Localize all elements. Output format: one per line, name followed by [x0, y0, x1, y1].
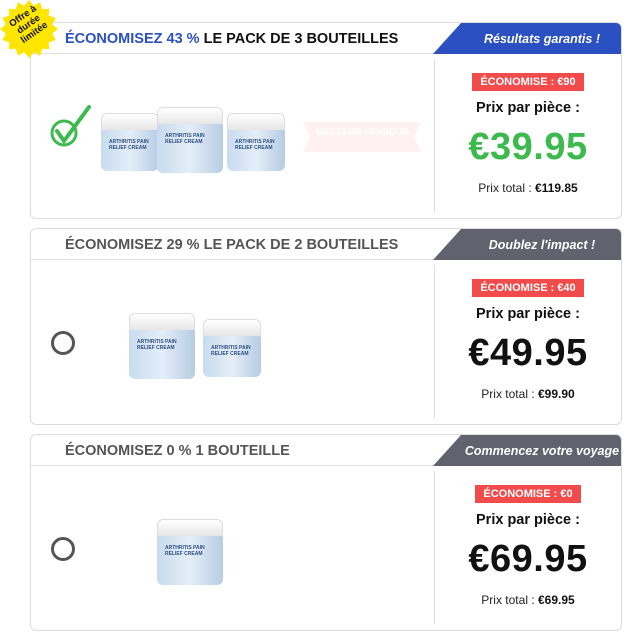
product-jar-image: ARTHRITIS PAIN RELIEF CREAM — [157, 107, 223, 173]
price-panel: ÉCONOMISE : €90 Prix par pièce : €39.95 … — [435, 54, 621, 218]
checkmark-icon[interactable] — [49, 103, 95, 149]
pack-header: ÉCONOMISEZ 0 % 1 BOUTEILLE Commencez vot… — [31, 435, 621, 466]
pack-ribbon: Commencez votre voyage — [433, 435, 621, 466]
price-panel: ÉCONOMISE : €0 Prix par pièce : €69.95 P… — [435, 466, 621, 630]
pack-ribbon: Doublez l'impact ! — [433, 229, 621, 260]
product-jar-image: ARTHRITIS PAIN RELIEF CREAM — [203, 319, 261, 377]
best-seller-ribbon: MEILLEUR VENDEUR — [303, 122, 421, 152]
per-piece-label: Prix par pièce : — [476, 100, 580, 116]
unit-price: €39.95 — [468, 126, 588, 168]
pack-option-1[interactable]: ÉCONOMISEZ 43 % LE PACK DE 3 BOUTEILLES … — [30, 22, 622, 219]
unit-price: €49.95 — [468, 332, 588, 374]
product-jar-image: ARTHRITIS PAIN RELIEF CREAM — [157, 519, 223, 585]
total-price: Prix total : €69.95 — [481, 593, 575, 607]
pack-header: ÉCONOMISEZ 29 % LE PACK DE 2 BOUTEILLES … — [31, 229, 621, 260]
pack-title: ÉCONOMISEZ 29 % LE PACK DE 2 BOUTEILLES — [65, 237, 399, 253]
per-piece-label: Prix par pièce : — [476, 512, 580, 528]
total-price: Prix total : €119.85 — [478, 181, 578, 195]
total-price: Prix total : €99.90 — [481, 387, 575, 401]
radio-button[interactable] — [51, 331, 75, 355]
savings-badge: ÉCONOMISE : €0 — [475, 485, 581, 503]
pack-option-3[interactable]: ÉCONOMISEZ 0 % 1 BOUTEILLE Commencez vot… — [30, 434, 622, 631]
divider — [434, 59, 435, 212]
pack-ribbon: Résultats garantis ! — [433, 23, 621, 54]
divider — [434, 265, 435, 418]
pack-title: ÉCONOMISEZ 0 % 1 BOUTEILLE — [65, 443, 290, 459]
pack-option-2[interactable]: ÉCONOMISEZ 29 % LE PACK DE 2 BOUTEILLES … — [30, 228, 622, 425]
product-jar-image: ARTHRITIS PAIN RELIEF CREAM — [227, 113, 285, 171]
savings-badge: ÉCONOMISE : €40 — [472, 279, 584, 297]
pack-title: ÉCONOMISEZ 43 % LE PACK DE 3 BOUTEILLES — [65, 31, 399, 47]
price-panel: ÉCONOMISE : €40 Prix par pièce : €49.95 … — [435, 260, 621, 424]
pack-header: ÉCONOMISEZ 43 % LE PACK DE 3 BOUTEILLES … — [31, 23, 621, 54]
limited-offer-badge: Offre à durée limitée — [0, 0, 58, 58]
product-jar-image: ARTHRITIS PAIN RELIEF CREAM — [129, 313, 195, 379]
unit-price: €69.95 — [468, 538, 588, 580]
divider — [434, 471, 435, 624]
savings-badge: ÉCONOMISE : €90 — [472, 73, 584, 91]
radio-button[interactable] — [51, 537, 75, 561]
per-piece-label: Prix par pièce : — [476, 306, 580, 322]
product-jar-image: ARTHRITIS PAIN RELIEF CREAM — [101, 113, 159, 171]
